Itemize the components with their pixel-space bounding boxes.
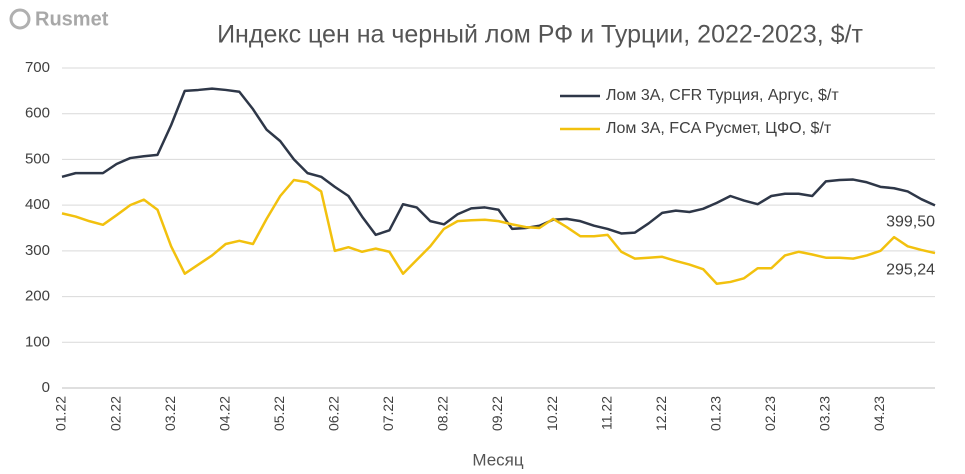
x-tick-label: 05.22 — [271, 396, 287, 431]
logo: Rusmet — [35, 8, 109, 30]
x-tick-label: 06.22 — [326, 396, 342, 431]
x-axis-title: Месяц — [472, 450, 524, 469]
x-tick-label: 09.22 — [489, 396, 505, 431]
y-tick-label: 700 — [25, 59, 50, 76]
legend-label: Лом 3А, CFR Турция, Аргус, $/т — [606, 87, 839, 104]
y-tick-label: 300 — [25, 242, 50, 259]
x-tick-label: 03.22 — [162, 396, 178, 431]
logo-icon — [9, 8, 31, 30]
data-label: 399,50 — [886, 214, 935, 231]
x-tick-label: 11.22 — [598, 396, 614, 430]
chart-title: Индекс цен на черный лом РФ и Турции, 20… — [217, 21, 863, 49]
y-tick-label: 0 — [42, 379, 50, 396]
x-tick-label: 02.22 — [107, 396, 123, 431]
x-tick-label: 10.22 — [544, 396, 560, 431]
x-tick-label: 01.23 — [707, 396, 723, 431]
x-tick-label: 07.22 — [380, 396, 396, 431]
legend-label: Лом 3А, FCA Русмет, ЦФО, $/т — [606, 120, 832, 137]
x-tick-label: 02.23 — [762, 396, 778, 431]
y-tick-label: 500 — [25, 150, 50, 167]
data-label: 295,24 — [886, 261, 935, 278]
x-tick-label: 04.23 — [871, 396, 887, 431]
x-tick-label: 04.22 — [216, 396, 232, 431]
y-tick-label: 400 — [25, 196, 50, 213]
x-tick-label: 03.23 — [817, 396, 833, 431]
y-tick-label: 200 — [25, 288, 50, 305]
series-line — [61, 87, 936, 237]
y-tick-label: 600 — [25, 105, 50, 122]
x-tick-label: 12.22 — [653, 396, 669, 431]
y-tick-label: 100 — [25, 333, 50, 350]
x-tick-label: 08.22 — [435, 396, 451, 431]
x-tick-label: 01.22 — [53, 396, 69, 431]
series-line — [61, 178, 936, 286]
